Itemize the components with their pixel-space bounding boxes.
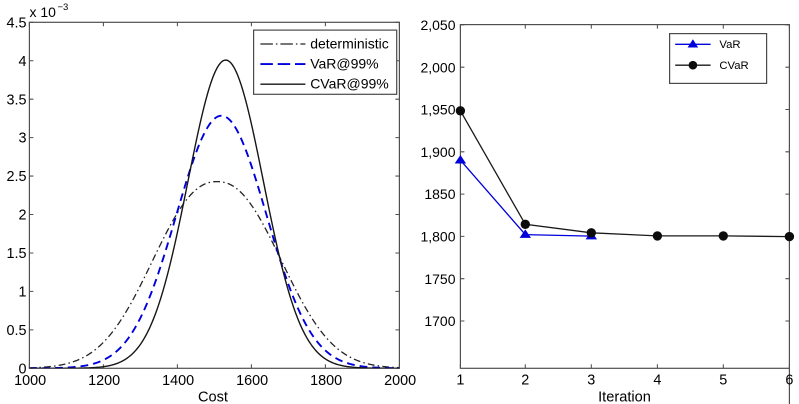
svg-text:deterministic: deterministic xyxy=(310,35,389,51)
svg-text:4.5: 4.5 xyxy=(6,15,26,31)
svg-text:2: 2 xyxy=(18,208,26,224)
svg-text:2,000: 2,000 xyxy=(420,59,455,75)
svg-text:3: 3 xyxy=(587,373,595,389)
svg-text:6: 6 xyxy=(785,373,793,389)
svg-text:VaR@99%: VaR@99% xyxy=(310,55,378,71)
svg-text:2,050: 2,050 xyxy=(420,17,455,33)
svg-text:1,950: 1,950 xyxy=(420,102,455,118)
svg-text:4: 4 xyxy=(18,54,26,70)
svg-text:Cost: Cost xyxy=(198,389,228,404)
svg-text:1200: 1200 xyxy=(88,373,120,389)
svg-text:1000: 1000 xyxy=(14,373,46,389)
svg-text:1,800: 1,800 xyxy=(420,229,455,245)
svg-text:1750: 1750 xyxy=(424,271,455,287)
svg-text:1600: 1600 xyxy=(236,373,268,389)
svg-text:4: 4 xyxy=(653,373,661,389)
svg-text:2000: 2000 xyxy=(384,373,416,389)
svg-text:CVaR: CVaR xyxy=(719,60,748,72)
svg-text:1700: 1700 xyxy=(424,313,455,329)
svg-text:3.5: 3.5 xyxy=(6,92,26,108)
svg-text:1: 1 xyxy=(456,373,464,389)
svg-text:2: 2 xyxy=(521,373,529,389)
svg-text:5: 5 xyxy=(719,373,727,389)
svg-text:−3: −3 xyxy=(58,2,69,13)
svg-text:VaR: VaR xyxy=(719,39,740,51)
svg-text:0.5: 0.5 xyxy=(6,323,26,339)
svg-text:1: 1 xyxy=(18,285,26,301)
svg-text:0: 0 xyxy=(18,361,26,377)
svg-text:1850: 1850 xyxy=(424,186,455,202)
svg-text:Iteration: Iteration xyxy=(598,389,651,404)
svg-text:3: 3 xyxy=(18,131,26,147)
svg-text:1,900: 1,900 xyxy=(420,144,455,160)
svg-text:2.5: 2.5 xyxy=(6,169,26,185)
svg-text:x 10: x 10 xyxy=(30,4,57,20)
svg-text:1400: 1400 xyxy=(162,373,194,389)
svg-text:1800: 1800 xyxy=(310,373,342,389)
svg-text:1.5: 1.5 xyxy=(6,246,26,262)
svg-text:CVaR@99%: CVaR@99% xyxy=(310,76,389,92)
